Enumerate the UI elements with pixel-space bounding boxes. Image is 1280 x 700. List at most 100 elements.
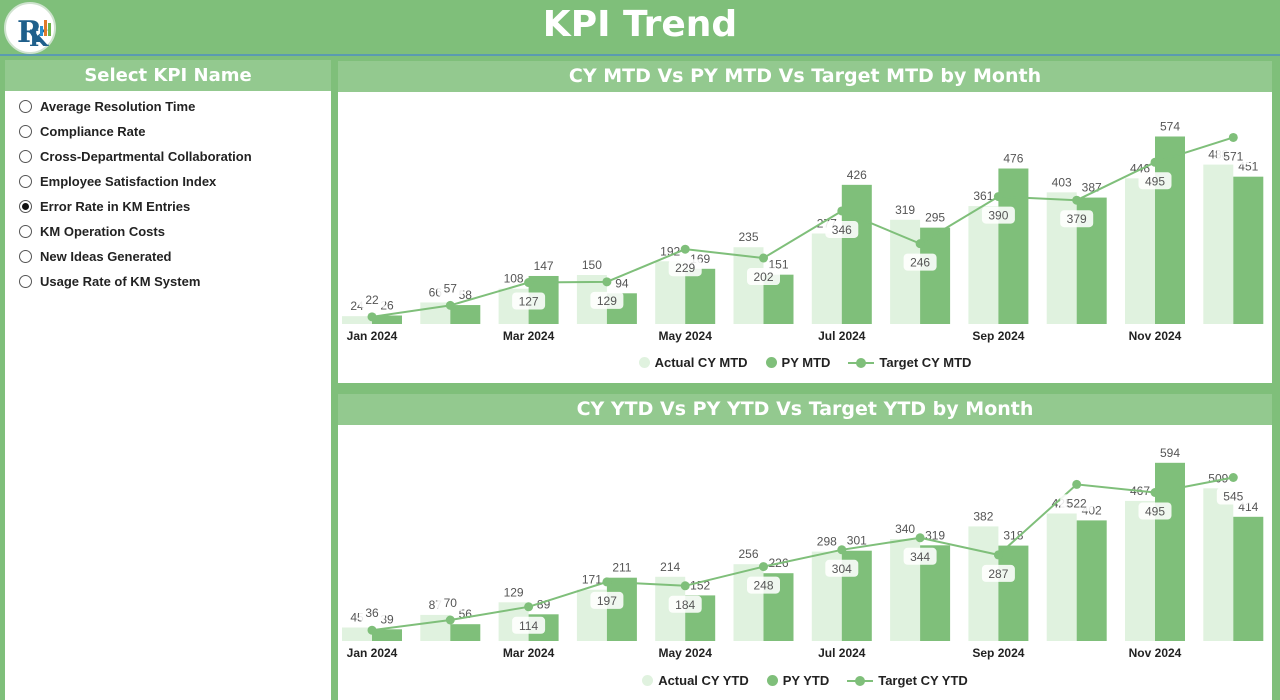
slicer-title: Select KPI Name bbox=[5, 60, 331, 91]
target-label-bg bbox=[437, 594, 464, 611]
target-point[interactable] bbox=[759, 562, 768, 572]
bar-actual[interactable] bbox=[811, 233, 842, 324]
legend-dot-icon bbox=[638, 357, 650, 368]
legend-dot-icon bbox=[642, 675, 654, 686]
legend-label: Target CY YTD bbox=[878, 673, 968, 688]
data-label-target: 495 bbox=[1145, 174, 1165, 188]
bar-actual[interactable] bbox=[968, 206, 999, 324]
target-point[interactable] bbox=[759, 253, 768, 263]
target-label-bg bbox=[1216, 487, 1250, 505]
target-point[interactable] bbox=[915, 533, 925, 543]
target-point[interactable] bbox=[524, 278, 534, 288]
bar-actual[interactable] bbox=[1125, 500, 1155, 641]
target-point[interactable] bbox=[524, 602, 534, 612]
radio-icon[interactable] bbox=[19, 225, 32, 238]
radio-icon[interactable] bbox=[19, 175, 32, 188]
target-point[interactable] bbox=[680, 244, 690, 254]
legend-target-cy-mtd[interactable]: Target CY MTD bbox=[848, 355, 971, 370]
target-point[interactable] bbox=[1150, 488, 1160, 497]
target-label-bg bbox=[1138, 502, 1172, 520]
legend-py-ytd[interactable]: PY YTD bbox=[766, 673, 829, 688]
x-tick-label: Nov 2024 bbox=[1129, 329, 1182, 343]
target-point[interactable] bbox=[1072, 195, 1082, 205]
kpi-option-average-resolution-time[interactable]: Average Resolution Time bbox=[5, 94, 331, 119]
kpi-option-usage-rate-of-km-system[interactable]: Usage Rate of KM System bbox=[5, 269, 331, 294]
target-point[interactable] bbox=[445, 300, 455, 310]
kpi-option-employee-satisfaction-index[interactable]: Employee Satisfaction Index bbox=[5, 169, 331, 194]
radio-icon[interactable] bbox=[19, 275, 32, 288]
bar-actual[interactable] bbox=[1203, 164, 1234, 324]
target-point[interactable] bbox=[602, 577, 612, 587]
target-point[interactable] bbox=[367, 625, 377, 635]
data-label-py: 426 bbox=[847, 168, 867, 182]
target-point[interactable] bbox=[445, 615, 455, 625]
target-point[interactable] bbox=[1072, 479, 1082, 489]
data-label-target: 229 bbox=[675, 261, 695, 275]
bar-actual[interactable] bbox=[733, 564, 764, 641]
page-title: KPI Trend bbox=[542, 4, 738, 45]
data-label-py: 94 bbox=[615, 276, 629, 290]
radio-icon[interactable] bbox=[19, 100, 32, 113]
kpi-option-cross-departmental-collaboration[interactable]: Cross-Departmental Collaboration bbox=[5, 144, 331, 169]
data-label-target: 202 bbox=[753, 270, 773, 284]
target-label-bg bbox=[359, 604, 385, 622]
target-label-bg bbox=[359, 290, 385, 308]
target-point[interactable] bbox=[367, 312, 377, 322]
data-label-target: 495 bbox=[1145, 505, 1165, 519]
bar-py[interactable] bbox=[1233, 176, 1264, 324]
data-label-actual: 108 bbox=[504, 272, 524, 286]
bar-py[interactable] bbox=[450, 305, 481, 324]
target-point[interactable] bbox=[1150, 157, 1160, 167]
data-label-py: 152 bbox=[690, 578, 710, 592]
bar-actual[interactable] bbox=[1046, 513, 1077, 642]
radio-icon[interactable] bbox=[19, 150, 32, 163]
legend-actual-cy-ytd[interactable]: Actual CY YTD bbox=[642, 673, 749, 688]
radio-icon[interactable] bbox=[19, 125, 32, 138]
target-point[interactable] bbox=[837, 206, 847, 216]
data-label-target: 246 bbox=[910, 256, 930, 270]
target-point[interactable] bbox=[993, 192, 1003, 202]
data-label-target: 248 bbox=[753, 579, 773, 593]
kpi-option-label: Employee Satisfaction Index bbox=[40, 174, 217, 189]
target-label-bg bbox=[903, 547, 937, 565]
target-point[interactable] bbox=[993, 550, 1003, 560]
target-point[interactable] bbox=[1228, 473, 1238, 482]
target-point[interactable] bbox=[837, 545, 847, 555]
bar-py[interactable] bbox=[841, 184, 872, 324]
svg-text:R: R bbox=[17, 15, 43, 50]
bar-py[interactable] bbox=[372, 315, 402, 324]
target-point[interactable] bbox=[602, 277, 612, 287]
bar-py[interactable] bbox=[372, 629, 402, 641]
bar-actual[interactable] bbox=[733, 247, 764, 324]
kpi-option-km-operation-costs[interactable]: KM Operation Costs bbox=[5, 219, 331, 244]
bar-py[interactable] bbox=[1076, 520, 1107, 641]
bar-py[interactable] bbox=[998, 545, 1029, 641]
legend-label: Actual CY YTD bbox=[658, 673, 749, 688]
bar-py[interactable] bbox=[998, 168, 1029, 324]
target-point[interactable] bbox=[1228, 132, 1238, 142]
bar-actual[interactable] bbox=[1203, 488, 1234, 641]
radio-icon[interactable] bbox=[19, 250, 32, 263]
target-point[interactable] bbox=[915, 239, 925, 249]
legend-actual-cy-mtd[interactable]: Actual CY MTD bbox=[638, 355, 748, 370]
target-point[interactable] bbox=[680, 581, 690, 591]
kpi-option-new-ideas-generated[interactable]: New Ideas Generated bbox=[5, 244, 331, 269]
bar-actual[interactable] bbox=[1125, 178, 1155, 324]
bar-py[interactable] bbox=[685, 268, 716, 324]
legend-py-mtd[interactable]: PY MTD bbox=[765, 355, 830, 370]
bar-py[interactable] bbox=[920, 227, 951, 324]
bar-actual[interactable] bbox=[968, 526, 999, 641]
bar-actual[interactable] bbox=[342, 627, 372, 642]
bar-py[interactable] bbox=[450, 624, 481, 641]
kpi-option-compliance-rate[interactable]: Compliance Rate bbox=[5, 119, 331, 144]
bar-py[interactable] bbox=[606, 577, 637, 641]
bar-actual[interactable] bbox=[342, 316, 372, 324]
ytd-legend: Actual CY YTD PY YTD Target CY YTD bbox=[338, 673, 1272, 688]
radio-selected-icon[interactable] bbox=[19, 200, 32, 213]
bar-actual[interactable] bbox=[890, 219, 921, 324]
bar-py[interactable] bbox=[1155, 136, 1185, 324]
bar-py[interactable] bbox=[1233, 516, 1264, 641]
legend-target-cy-ytd[interactable]: Target CY YTD bbox=[847, 673, 968, 688]
kpi-option-error-rate-in-km-entries[interactable]: Error Rate in KM Entries bbox=[5, 194, 331, 219]
bar-actual[interactable] bbox=[420, 614, 451, 641]
